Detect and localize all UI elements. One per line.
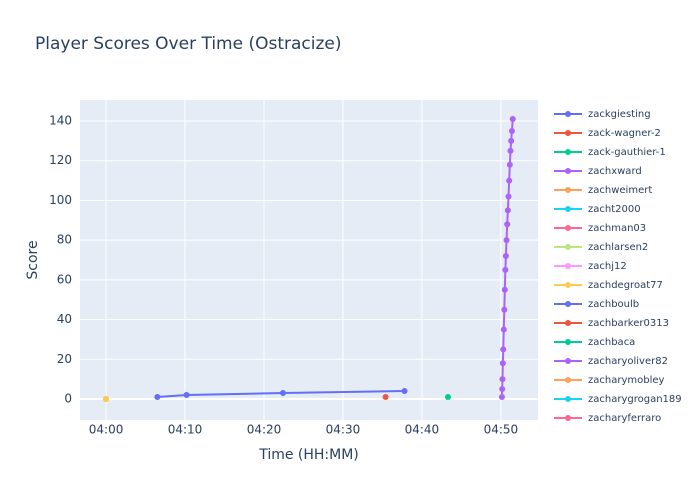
y-tick-label: 100 — [49, 193, 72, 207]
legend-swatch-dot — [565, 187, 571, 193]
data-point — [279, 390, 286, 397]
legend-swatch-dot — [565, 111, 571, 117]
y-tick-label: 20 — [57, 352, 72, 366]
x-tick-label: 04:30 — [326, 423, 361, 437]
legend-swatch-dot — [565, 282, 571, 288]
marks — [103, 116, 516, 402]
legend-label: zacharyferraro — [588, 413, 661, 424]
legend-label: zachbaca — [588, 337, 635, 348]
legend-label: zacharyoliver82 — [588, 356, 668, 367]
data-point — [499, 360, 506, 367]
data-point — [444, 393, 451, 400]
y-axis-label: Score — [25, 240, 41, 279]
data-point — [401, 388, 408, 395]
legend-label: zack-wagner-2 — [588, 128, 661, 139]
data-point — [506, 161, 513, 168]
legend: zackgiesting zack-wagner-2 zack-gauthier-1… — [554, 109, 682, 424]
legend-swatch-dot — [565, 244, 571, 250]
x-tick-label: 04:10 — [168, 423, 203, 437]
legend-label: zacharygrogan189 — [588, 394, 682, 405]
y-tick-label: 40 — [57, 312, 72, 326]
y-tick-label: 60 — [57, 272, 72, 286]
y-tick-label: 120 — [49, 153, 72, 167]
data-point — [508, 137, 515, 144]
data-point — [499, 386, 506, 393]
legend-swatch-dot — [565, 415, 571, 421]
legend-label: zacharymobley — [588, 375, 665, 386]
data-point — [183, 391, 190, 398]
legend-swatch-dot — [565, 396, 571, 402]
legend-swatch-dot — [565, 320, 571, 326]
data-point — [503, 237, 510, 244]
y-tick-label: 80 — [57, 233, 72, 247]
legend-label: zachxward — [588, 166, 642, 177]
legend-swatch-dot — [565, 263, 571, 269]
x-tick-label: 04:40 — [405, 423, 440, 437]
data-point — [103, 395, 110, 402]
legend-label: zacht2000 — [588, 204, 641, 215]
series-line — [157, 390, 405, 398]
data-point — [502, 266, 509, 273]
data-point — [507, 147, 514, 154]
legend-label: zachlarsen2 — [588, 242, 648, 253]
data-point — [502, 253, 509, 260]
x-tick-label: 04:00 — [89, 423, 124, 437]
legend-label: zachj12 — [588, 261, 627, 272]
legend-swatch-dot — [565, 130, 571, 136]
legend-label: zackgiesting — [588, 109, 651, 120]
legend-label: zachweimert — [588, 185, 652, 196]
legend-label: zachman03 — [588, 223, 646, 234]
data-point — [506, 177, 513, 184]
y-tick-label: 0 — [64, 391, 72, 405]
chart-title: Player Scores Over Time (Ostracize) — [35, 34, 342, 54]
legend-label: zachdegroat77 — [588, 280, 663, 291]
legend-swatch-dot — [565, 301, 571, 307]
legend-swatch-dot — [565, 168, 571, 174]
legend-swatch-dot — [565, 225, 571, 231]
data-point — [501, 286, 508, 293]
x-tick-label: 04:50 — [484, 423, 519, 437]
data-point — [504, 221, 511, 228]
legend-swatch-dot — [565, 339, 571, 345]
data-point — [500, 346, 507, 353]
data-point — [382, 393, 389, 400]
legend-label: zachbarker0313 — [588, 318, 669, 329]
legend-label: zack-gauthier-1 — [588, 147, 666, 158]
x-axis-label: Time (HH:MM) — [258, 447, 359, 463]
y-tick-label: 140 — [49, 114, 72, 128]
data-point — [154, 393, 161, 400]
data-point — [501, 306, 508, 313]
legend-swatch-dot — [565, 149, 571, 155]
plot-area — [80, 100, 538, 420]
legend-swatch-dot — [565, 206, 571, 212]
data-point — [504, 207, 511, 214]
data-point — [509, 116, 516, 123]
data-point — [498, 393, 505, 400]
legend-swatch-dot — [565, 377, 571, 383]
legend-label: zachboulb — [588, 299, 639, 310]
data-point — [499, 376, 506, 383]
x-tick-label: 04:20 — [247, 423, 282, 437]
data-point — [508, 127, 515, 134]
data-point — [505, 193, 512, 200]
data-point — [500, 326, 507, 333]
legend-swatch-dot — [565, 358, 571, 364]
